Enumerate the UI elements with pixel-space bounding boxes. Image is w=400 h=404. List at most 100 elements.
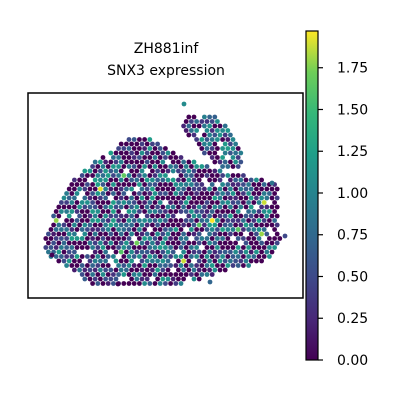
spot — [88, 187, 93, 192]
spot — [150, 151, 155, 156]
spot — [215, 254, 220, 259]
spot — [270, 214, 275, 219]
spot — [101, 218, 106, 223]
spot — [194, 254, 199, 259]
spot — [127, 164, 132, 169]
spot — [90, 191, 95, 196]
spot — [155, 178, 160, 183]
spot — [155, 223, 160, 228]
spot — [134, 277, 139, 282]
spot — [129, 277, 134, 282]
spot — [171, 232, 176, 237]
spot — [186, 205, 191, 210]
spot — [223, 250, 228, 255]
spot — [111, 164, 116, 169]
spot — [98, 196, 103, 201]
spot — [197, 268, 202, 273]
spot — [106, 182, 111, 187]
spot — [121, 155, 126, 160]
spot — [158, 227, 163, 232]
spot — [199, 218, 204, 223]
spot — [179, 155, 184, 160]
spot — [121, 146, 126, 151]
spot — [54, 209, 59, 214]
spot — [142, 191, 147, 196]
spot — [254, 223, 259, 228]
spot — [153, 209, 158, 214]
spot — [103, 169, 108, 174]
spot — [220, 137, 225, 142]
spot — [218, 241, 223, 246]
spot — [220, 128, 225, 133]
spot — [272, 191, 277, 196]
spot — [181, 178, 186, 183]
spot — [98, 214, 103, 219]
spot — [101, 191, 106, 196]
spot — [264, 223, 269, 228]
spot — [80, 218, 85, 223]
spot — [184, 272, 189, 277]
spot — [220, 146, 225, 151]
spot — [64, 236, 69, 241]
spot — [93, 259, 98, 264]
spot — [98, 232, 103, 237]
spot — [132, 218, 137, 223]
spot — [103, 232, 108, 237]
spot — [275, 241, 280, 246]
spot — [129, 268, 134, 273]
spot — [189, 227, 194, 232]
spot — [59, 254, 64, 259]
spot — [160, 223, 165, 228]
spot — [228, 223, 233, 228]
spot — [179, 272, 184, 277]
spot — [140, 178, 145, 183]
spot — [233, 241, 238, 246]
spot — [212, 187, 217, 192]
spot — [67, 241, 72, 246]
spot — [186, 169, 191, 174]
spot — [67, 214, 72, 219]
spot — [114, 223, 119, 228]
spot — [171, 250, 176, 255]
spot — [88, 196, 93, 201]
spot — [101, 209, 106, 214]
spot — [114, 259, 119, 264]
spot — [197, 232, 202, 237]
spot — [184, 245, 189, 250]
spot — [176, 178, 181, 183]
spot — [210, 182, 215, 187]
spot — [95, 263, 100, 268]
spot — [160, 196, 165, 201]
spot — [103, 259, 108, 264]
spot — [218, 259, 223, 264]
spot — [267, 245, 272, 250]
spot — [145, 277, 150, 282]
spot — [85, 173, 90, 178]
spot — [67, 196, 72, 201]
spot — [241, 200, 246, 205]
spot — [264, 214, 269, 219]
spot — [210, 209, 215, 214]
spot — [194, 263, 199, 268]
spot — [134, 250, 139, 255]
spot — [72, 196, 77, 201]
spot — [85, 254, 90, 259]
spot — [171, 205, 176, 210]
spot — [150, 214, 155, 219]
spot — [142, 236, 147, 241]
spot — [249, 232, 254, 237]
spot — [142, 254, 147, 259]
spot — [127, 146, 132, 151]
spot — [262, 227, 267, 232]
spot — [56, 214, 61, 219]
spot — [98, 250, 103, 255]
spot — [231, 155, 236, 160]
spot — [215, 146, 220, 151]
spot — [155, 214, 160, 219]
spot — [62, 223, 67, 228]
spot — [108, 268, 113, 273]
spot — [207, 259, 212, 264]
spot — [119, 151, 124, 156]
spot — [186, 115, 191, 120]
spot — [142, 173, 147, 178]
